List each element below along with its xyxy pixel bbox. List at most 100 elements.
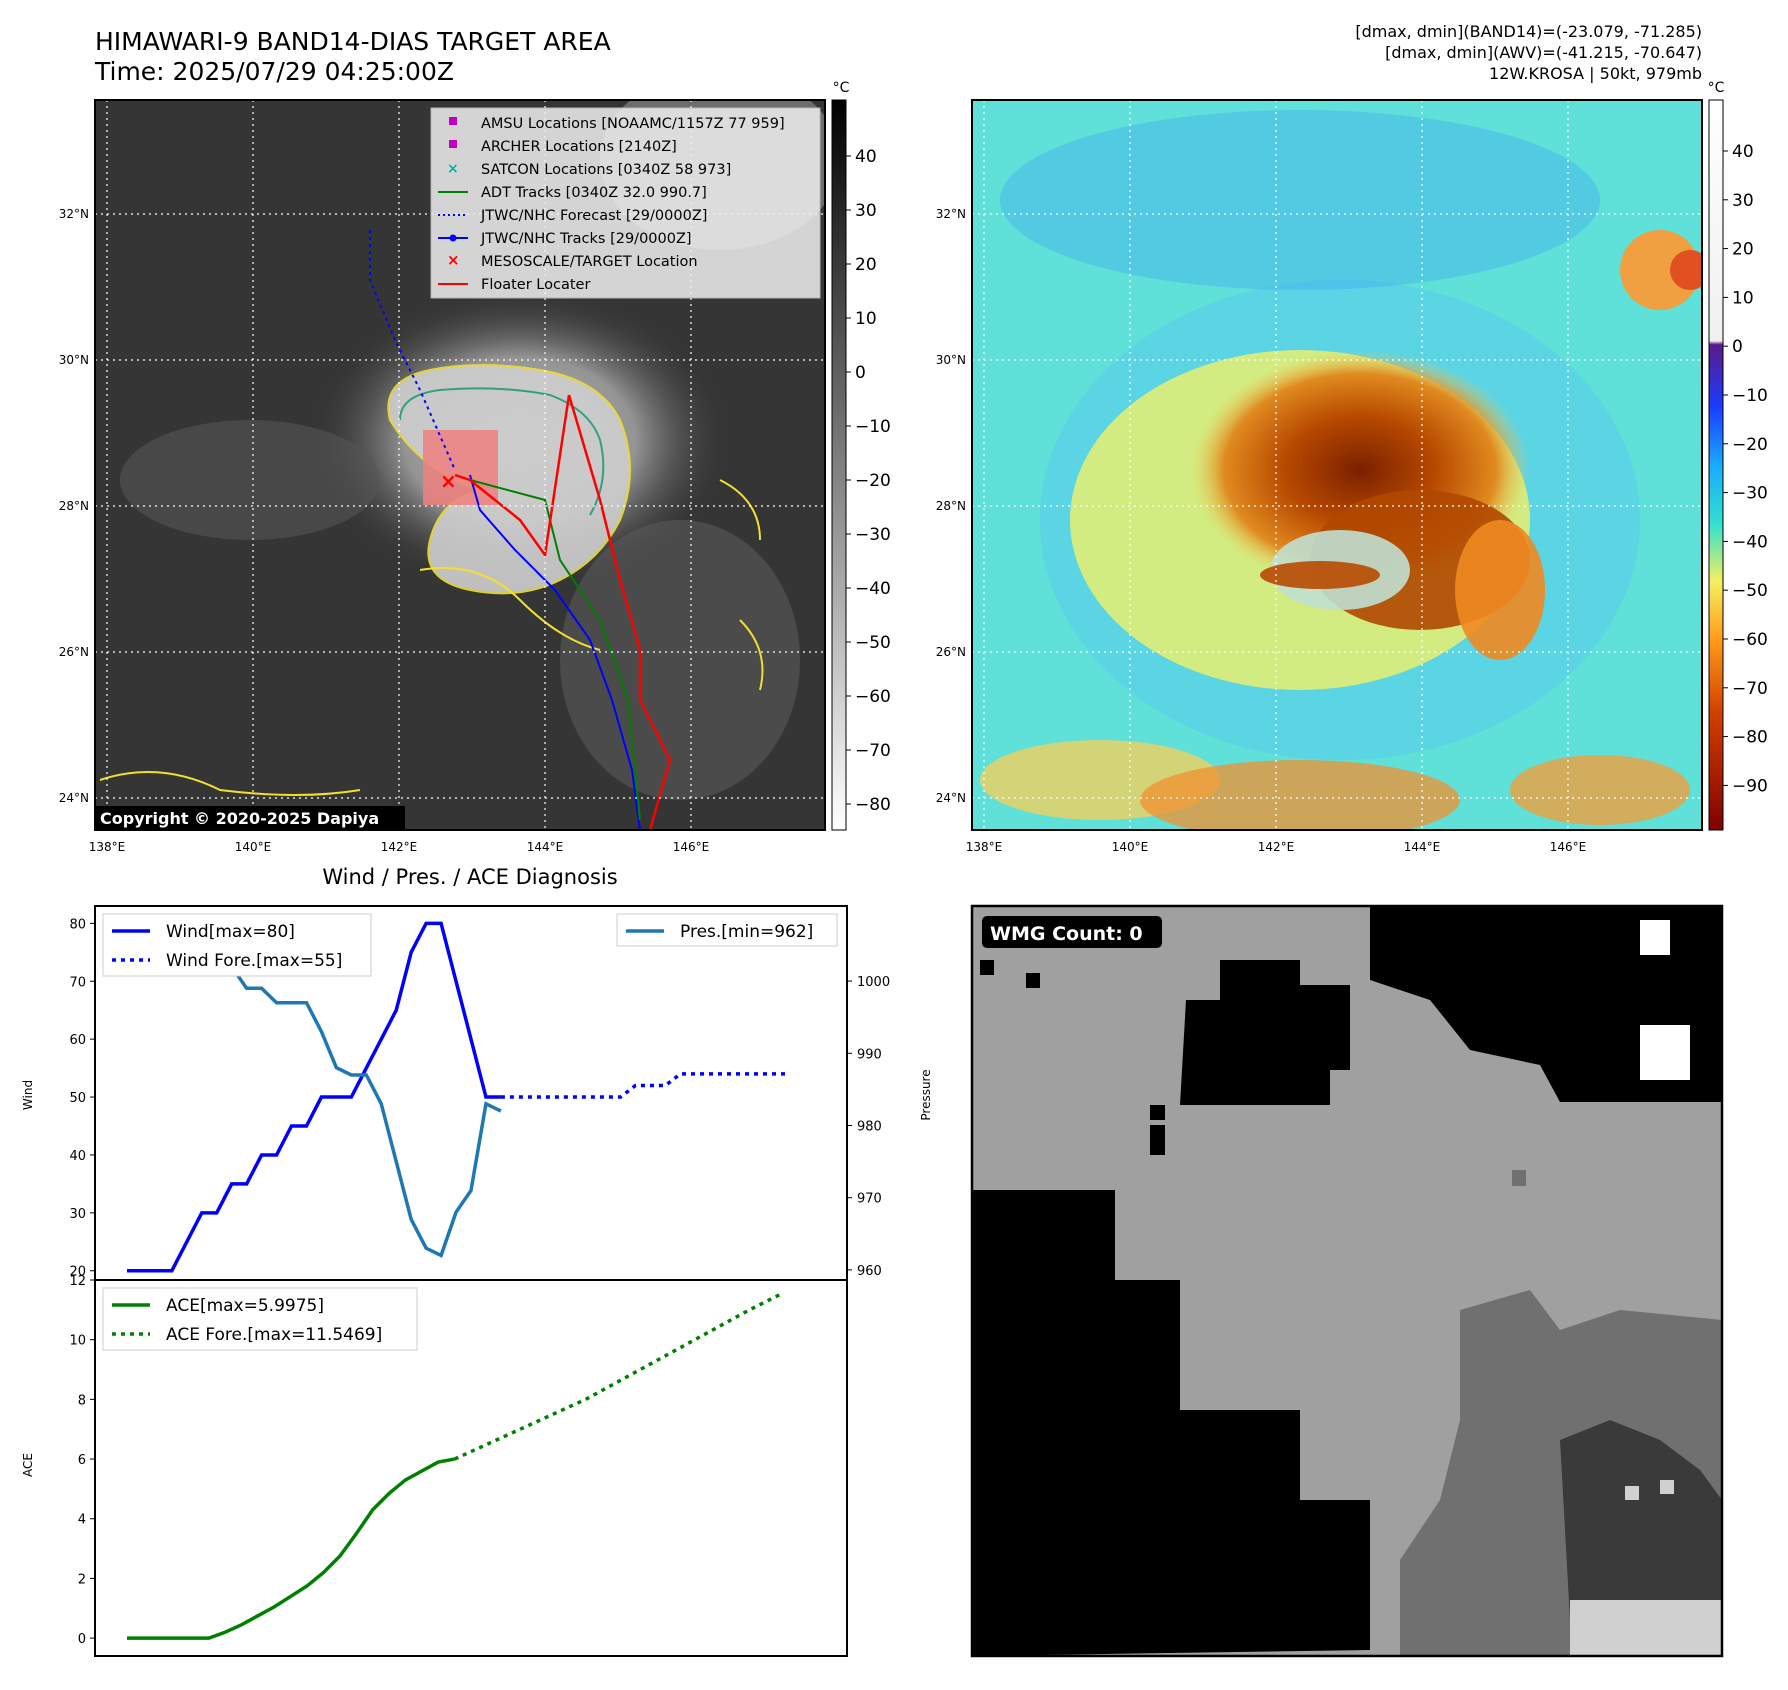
svg-text:×: × [447, 251, 460, 269]
ace-chart: 0 2 4 6 8 10 12 ACE ACE[max=5.9975] ACE Fore.[… [21, 1274, 848, 1657]
colorbar-tick-label: −60 [855, 687, 891, 707]
colorbar-tick-label: 20 [1732, 240, 1754, 260]
wind-legend: Wind[max=80] Wind Fore.[max=55] [102, 913, 372, 977]
diagnosis-title: Wind / Pres. / ACE Diagnosis [322, 865, 617, 889]
legend-target: MESOSCALE/TARGET Location [481, 254, 698, 270]
lon-tick-label: 142°E [1258, 840, 1295, 854]
wmg-panel: WMG Count: 0 [970, 904, 1724, 1658]
ace-axis-label: ACE [21, 1453, 35, 1477]
svg-text:×: × [447, 161, 459, 177]
colorbar-tick-label: −90 [1732, 776, 1768, 796]
ace-y-tick-label: 10 [69, 1334, 86, 1349]
colorbar-tick-label: −10 [855, 417, 891, 437]
lat-tick-label: 28°N [59, 499, 89, 513]
wind-y-tick-label: 70 [69, 975, 86, 990]
lat-tick-label: 32°N [936, 207, 966, 221]
colorbar-tick-label: −20 [1732, 435, 1768, 455]
lat-tick-label: 24°N [59, 791, 89, 805]
legend-wind-fore: Wind Fore.[max=55] [166, 951, 342, 971]
series-line-1 [500, 1072, 786, 1099]
jtwc-forecast-track [369, 230, 456, 471]
ace-y-tick-label: 6 [78, 1453, 86, 1468]
legend-archer: ARCHER Locations [2140Z] [481, 139, 677, 155]
info-line-1: [dmax, dmin](BAND14)=(-23.079, -71.285) [1355, 22, 1702, 41]
colorbar-tick-label: 10 [1732, 288, 1754, 308]
colorbar-tick-label: −30 [1732, 484, 1768, 504]
lat-tick-label: 24°N [936, 791, 966, 805]
svg-text:×: × [440, 469, 457, 493]
lon-tick-label: 140°E [235, 840, 272, 854]
colorbar-tick-label: −80 [855, 795, 891, 815]
lon-tick-label: 146°E [673, 840, 710, 854]
colorbar-tick-label: −40 [855, 579, 891, 599]
info-line-3: 12W.KROSA | 50kt, 979mb [1489, 64, 1702, 83]
ir-map-panel: × [95, 100, 825, 830]
legend-adt: ADT Tracks [0340Z 32.0 990.7] [481, 185, 707, 201]
pressure-y-tick-label: 990 [857, 1047, 882, 1062]
pressure-y-tick-label: 960 [857, 1264, 882, 1279]
wind-y-tick-label: 60 [69, 1033, 86, 1048]
floater-locater [567, 394, 672, 830]
svg-text:°C: °C [1708, 80, 1725, 96]
colorbar-tick-label: 10 [855, 309, 877, 329]
colorbar-tick-label: −60 [1732, 630, 1768, 650]
lat-tick-label: 32°N [59, 207, 89, 221]
wind-y-tick-label: 50 [69, 1091, 86, 1106]
figure-time: Time: 2025/07/29 04:25:00Z [95, 57, 454, 86]
awv-colorbar: °C 40 30 20 10 0 −10 −20 −30 −40 −50 −60 −70 −80 −90 [1708, 80, 1768, 831]
lon-tick-label: 146°E [1550, 840, 1587, 854]
lon-tick-label: 144°E [1404, 840, 1441, 854]
colorbar-tick-label: 20 [855, 255, 877, 275]
colorbar-tick-label: 40 [855, 147, 877, 167]
map-legend: AMSU Locations [NOAAMC/1157Z 77 959] ARC… [430, 107, 821, 299]
legend-ace: ACE[max=5.9975] [166, 1296, 324, 1316]
colorbar-tick-label: 30 [855, 201, 877, 221]
wind-pressure-chart: 20 30 40 50 60 70 80 960 970 980 990 1000 Wind Pres… [21, 905, 933, 1281]
jtwc-best-track [469, 474, 641, 830]
lat-tick-label: 30°N [59, 353, 89, 367]
figure-title: HIMAWARI-9 BAND14-DIAS TARGET AREA [95, 27, 611, 56]
adt-track [469, 479, 641, 821]
ace-y-tick-label: 2 [78, 1572, 86, 1587]
ace-series-line-1 [453, 1291, 784, 1461]
colorbar-tick-label: −20 [855, 471, 891, 491]
legend-jtwc-forecast: JTWC/NHC Forecast [29/0000Z] [480, 208, 707, 224]
colorbar-tick-label: −30 [855, 525, 891, 545]
ace-series-line-0 [127, 1457, 455, 1640]
ace-legend: ACE[max=5.9975] ACE Fore.[max=11.5469] [102, 1287, 418, 1351]
lon-tick-label: 138°E [89, 840, 126, 854]
legend-wind: Wind[max=80] [166, 922, 295, 942]
colorbar-tick-label: −50 [855, 633, 891, 653]
legend-floater: Floater Locater [481, 277, 590, 293]
colorbar-tick-label: −70 [855, 741, 891, 761]
lat-tick-label: 30°N [936, 353, 966, 367]
svg-text:°C: °C [833, 80, 850, 96]
lat-tick-label: 26°N [936, 645, 966, 659]
wind-y-tick-label: 20 [69, 1265, 86, 1280]
lat-tick-label: 26°N [59, 645, 89, 659]
colorbar-tick-label: −10 [1732, 386, 1768, 406]
colorbar-tick-label: −40 [1732, 532, 1768, 552]
colorbar-tick-label: −80 [1732, 728, 1768, 748]
lon-tick-label: 144°E [527, 840, 564, 854]
info-line-2: [dmax, dmin](AWV)=(-41.215, -70.647) [1385, 43, 1702, 62]
lon-tick-label: 142°E [381, 840, 418, 854]
ace-y-tick-label: 12 [69, 1274, 86, 1289]
legend-jtwc-tracks: JTWC/NHC Tracks [29/0000Z] [480, 231, 692, 247]
pressure-legend: Pres.[min=962] [616, 913, 838, 947]
colorbar-tick-label: 40 [1732, 142, 1754, 162]
lat-tick-label: 28°N [936, 499, 966, 513]
wind-y-tick-label: 80 [69, 917, 86, 932]
wind-y-tick-label: 30 [69, 1207, 86, 1222]
legend-satcon: SATCON Locations [0340Z 58 973] [481, 162, 731, 178]
pressure-y-tick-label: 980 [857, 1119, 882, 1134]
lon-tick-label: 140°E [1112, 840, 1149, 854]
colorbar-tick-label: −70 [1732, 679, 1768, 699]
ir-colorbar: °C 40 30 20 10 0 −10 −20 −30 −40 −50 −60 −70 −80 [831, 80, 891, 831]
series-line-0 [127, 921, 501, 1273]
colorbar-tick-label: 30 [1732, 191, 1754, 211]
colorbar-tick-label: −50 [1732, 581, 1768, 601]
copyright-label: Copyright © 2020-2025 Dapiya [100, 809, 379, 828]
pressure-y-tick-label: 970 [857, 1192, 882, 1207]
pressure-y-tick-label: 1000 [857, 975, 890, 990]
